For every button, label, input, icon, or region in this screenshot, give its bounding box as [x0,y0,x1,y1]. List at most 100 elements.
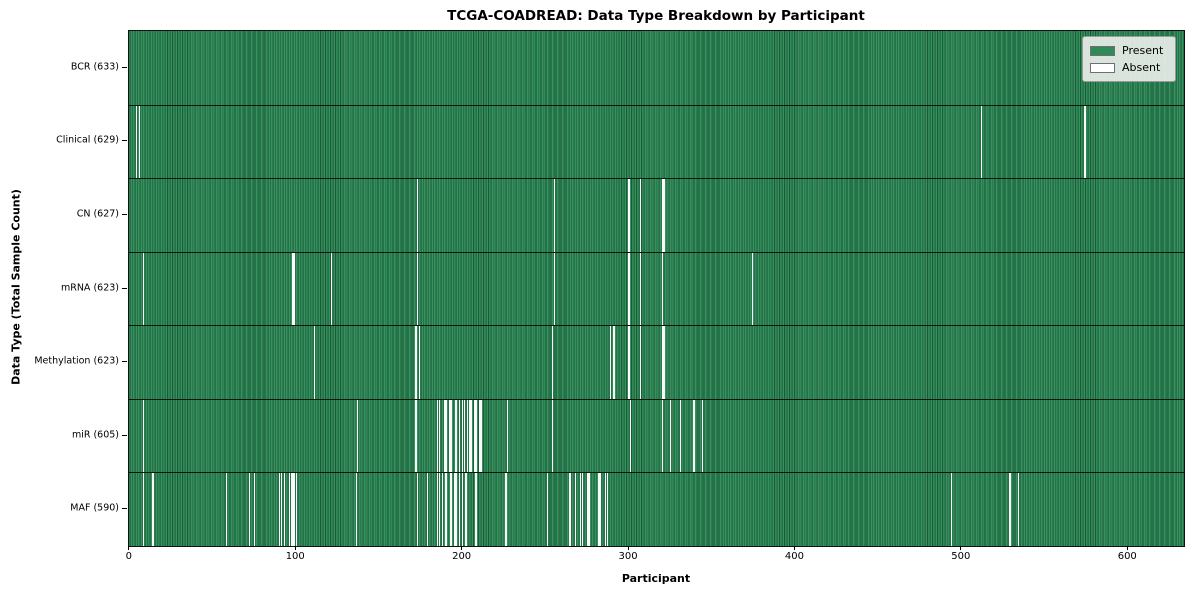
absent-stripe [445,399,447,473]
absent-stripe [661,252,663,326]
absent-stripe [693,399,695,473]
y-tick-mark [122,140,127,142]
legend-entry-present: Present [1090,42,1168,59]
x-tick-label-300: 300 [618,551,638,562]
absent-stripe [505,473,507,546]
absent-stripe [455,473,457,546]
x-tick-mark [1126,546,1128,550]
x-tick-mark [627,546,629,550]
absent-stripe [290,473,292,546]
absent-stripe [613,326,615,399]
absent-stripe [598,473,600,546]
absent-stripe [438,473,440,546]
absent-stripe [418,326,420,399]
absent-stripe [152,473,154,546]
y-tick-mark [122,287,127,289]
absent-stripe [951,473,953,546]
y-tick-mark [122,66,127,68]
absent-stripe [249,473,251,546]
absent-stripe [417,179,419,252]
absent-stripe [679,399,682,473]
absent-stripe [415,326,417,399]
absent-stripe [442,473,444,546]
absent-stripe [468,399,470,473]
absent-stripe [586,473,589,546]
absent-stripe [628,179,630,252]
absent-stripe [575,473,577,546]
legend-entry-absent: Absent [1090,59,1168,76]
absent-stripe [701,399,703,473]
heatmap-row-bcr [129,31,1184,105]
absent-stripe [663,326,665,399]
absent-stripe [465,473,467,546]
legend: Present Absent [1082,36,1176,82]
absent-stripe [581,473,584,546]
y-tick-mark [122,434,127,436]
absent-stripe [553,179,555,252]
x-tick-mark [960,546,962,550]
absent-stripe [458,399,460,473]
absent-stripe [462,473,464,546]
absent-stripe [357,399,359,473]
x-axis-label: Participant [621,572,691,585]
absent-stripe [142,252,144,326]
absent-stripe [280,473,282,546]
heatmap-row-cn [129,178,1184,252]
y-tick-mark [122,213,127,215]
y-tick-label-clinical: Clinical (629) [56,134,119,146]
absent-stripe [437,399,439,473]
x-tick-label-400: 400 [784,551,804,562]
absent-stripe [661,326,663,399]
absent-stripe [293,252,296,326]
absent-stripe [466,399,469,473]
plot-area [128,30,1185,547]
absent-stripe [610,326,612,399]
absent-stripe [445,473,447,546]
absent-stripe [254,473,256,546]
absent-stripe [458,473,460,546]
absent-stripe [640,326,642,399]
absent-stripe [588,473,590,546]
heatmap-row-mrna [129,251,1184,326]
absent-stripe [462,399,464,473]
absent-stripe [448,399,450,473]
absent-stripe [355,473,357,546]
x-tick-mark [461,546,463,550]
absent-stripe [473,399,475,473]
absent-stripe [640,179,642,252]
y-tick-label-maf: MAF (590) [70,502,119,514]
absent-stripe [568,473,570,546]
absent-stripe [480,399,482,473]
absent-stripe [427,473,429,546]
absent-stripe [292,473,294,546]
absent-stripe [751,252,753,326]
heatmap-row-clinical [129,104,1184,179]
absent-stripe [450,399,452,473]
absent-stripe [139,105,141,179]
absent-stripe [551,326,554,399]
y-tick-label-mir: miR (605) [71,429,119,441]
absent-stripe [443,399,445,473]
absent-stripe [670,399,672,473]
absent-stripe [606,473,609,546]
absent-stripe [225,473,227,546]
absent-stripe [330,252,332,326]
chart-title: TCGA-COADREAD: Data Type Breakdown by Pa… [447,8,865,24]
absent-stripe [546,473,549,546]
y-tick-label-methylation: Methylation (623) [34,355,119,367]
absent-stripe [551,399,554,473]
absent-stripe [506,399,509,473]
x-tick-mark [793,546,795,550]
absent-stripe [470,399,472,473]
absent-stripe [450,473,452,546]
absent-stripe [580,473,582,546]
absent-stripe [142,473,144,546]
absent-stripe [142,399,144,473]
absent-stripe [1009,473,1011,546]
absent-stripe [417,252,419,326]
y-tick-label-cn: CN (627) [76,208,119,220]
x-tick-label-500: 500 [951,551,971,562]
x-tick-label-200: 200 [452,551,472,562]
legend-swatch-absent [1090,62,1115,73]
